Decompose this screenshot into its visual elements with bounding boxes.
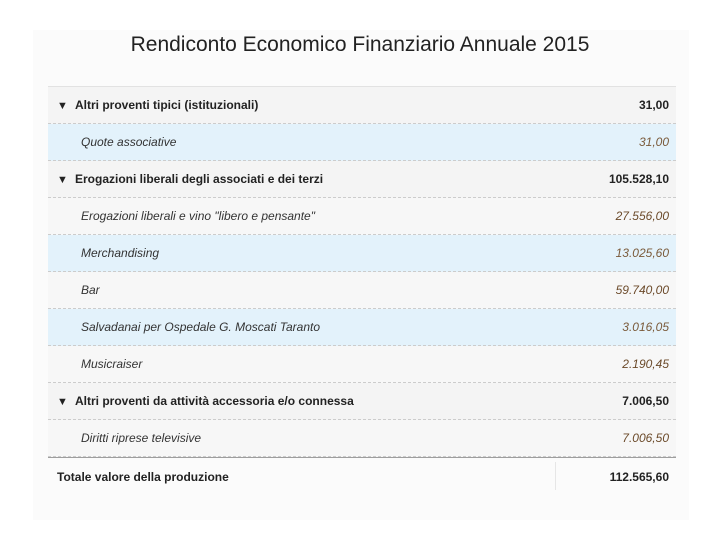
item-label: Merchandising [81, 246, 160, 260]
table-row: Salvadanai per Ospedale G. Moscati Taran… [48, 309, 676, 346]
item-amount: 2.190,45 [622, 357, 669, 371]
table-row: Bar 59.740,00 [48, 272, 676, 309]
item-amount: 3.016,05 [622, 320, 669, 334]
table-row: Musicraiser 2.190,45 [48, 346, 676, 383]
total-label: Totale valore della produzione [57, 470, 229, 484]
group-label: ▼ Erogazioni liberali degli associati e d… [57, 172, 323, 186]
group-label: ▼ Altri proventi da attività accessoria e… [57, 394, 354, 408]
total-row: Totale valore della produzione 112.565,6… [48, 457, 676, 494]
item-label: Quote associative [81, 135, 177, 149]
item-label: Erogazioni liberali e vino "libero e pen… [81, 209, 315, 223]
group-amount: 105.528,10 [608, 172, 669, 186]
income-table: ▼ Altri proventi tipici (istituzionali) 3… [48, 86, 676, 494]
group-label-text: Altri proventi da attività accessoria e/… [75, 394, 354, 408]
group-row-proventi-tipici[interactable]: ▼ Altri proventi tipici (istituzionali) 3… [48, 87, 676, 124]
group-row-erogazioni-liberali[interactable]: ▼ Erogazioni liberali degli associati e d… [48, 161, 676, 198]
collapse-triangle-icon[interactable]: ▼ [57, 174, 68, 186]
table-row: Erogazioni liberali e vino "libero e pen… [48, 198, 676, 235]
table-row: Quote associative 31,00 [48, 124, 676, 161]
group-row-attivita-accessoria[interactable]: ▼ Altri proventi da attività accessoria e… [48, 383, 676, 420]
column-divider [555, 462, 556, 490]
item-label: Musicraiser [81, 357, 143, 371]
item-amount: 13.025,60 [615, 246, 669, 260]
group-label: ▼ Altri proventi tipici (istituzionali) [57, 98, 258, 112]
item-label: Diritti riprese televisive [81, 431, 202, 445]
table-row: Merchandising 13.025,60 [48, 235, 676, 272]
item-amount: 31,00 [638, 135, 669, 149]
group-label-text: Altri proventi tipici (istituzionali) [75, 98, 259, 112]
item-amount: 7.006,50 [622, 431, 669, 445]
item-label: Bar [81, 283, 100, 297]
item-amount: 27.556,00 [615, 209, 669, 223]
report-title: Rendiconto Economico Finanziario Annuale… [130, 33, 590, 56]
collapse-triangle-icon[interactable]: ▼ [57, 396, 68, 408]
table-row: Diritti riprese televisive 7.006,50 [48, 420, 676, 457]
group-amount: 7.006,50 [622, 394, 669, 408]
group-amount: 31,00 [638, 98, 669, 112]
group-label-text: Erogazioni liberali degli associati e de… [75, 172, 324, 186]
item-amount: 59.740,00 [615, 283, 669, 297]
item-label: Salvadanai per Ospedale G. Moscati Taran… [81, 320, 321, 334]
collapse-triangle-icon[interactable]: ▼ [57, 100, 68, 112]
total-amount: 112.565,60 [609, 470, 669, 484]
